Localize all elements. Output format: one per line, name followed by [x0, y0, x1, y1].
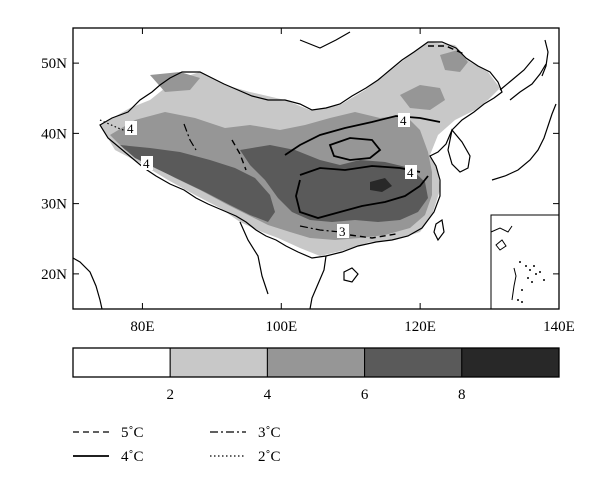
contour-3-dashdot	[183, 123, 341, 233]
contour-label-4a: 4	[400, 113, 407, 128]
colorbar-bin	[364, 347, 463, 378]
legend-label: 2˚C	[258, 449, 281, 465]
legend-label: 5˚C	[121, 425, 144, 441]
taiwan-coast	[433, 218, 445, 242]
myanmar-border	[239, 221, 269, 295]
indochina-coast	[309, 255, 327, 310]
y-tick-label: 50N	[41, 56, 67, 72]
hainan-coast	[343, 267, 359, 283]
x-tick-label: 140E	[543, 319, 575, 335]
korea-coast	[447, 128, 471, 173]
shade-medium-northeast	[440, 50, 468, 72]
colorbar: 2 4 6 8	[72, 347, 560, 403]
china-border	[99, 41, 503, 259]
inset-islands	[517, 261, 545, 303]
axis-ticks: 80E 100E 120E 140E 20N 30N 40N 50N	[41, 28, 575, 335]
colorbar-bin	[461, 347, 560, 378]
colorbar-tick-label: 4	[264, 387, 272, 403]
colorbar-bin	[169, 347, 268, 378]
contour-5-dashed	[231, 45, 465, 239]
y-tick-label: 40N	[41, 126, 67, 142]
contour-legend: 5˚C 4˚C 3˚C 2˚C	[73, 425, 281, 465]
colorbar-tick-label: 2	[166, 387, 174, 403]
contour-label-bg	[398, 113, 410, 127]
shade-dark-plateau	[120, 145, 275, 222]
northern-coast	[299, 31, 535, 91]
y-tick-label: 30N	[41, 197, 67, 213]
contour-label-bg	[141, 156, 153, 170]
legend-label: 3˚C	[258, 425, 281, 441]
map-frame	[72, 27, 560, 310]
colorbar-tick-label: 8	[458, 387, 466, 403]
colorbar-frame	[72, 347, 560, 378]
contour-label-4c: 4	[127, 121, 134, 136]
x-tick-label: 100E	[265, 319, 297, 335]
contour-label-group: 4 4 4 4 3	[125, 113, 417, 239]
x-tick-label: 120E	[404, 319, 436, 335]
contour-layer	[99, 45, 465, 239]
colorbar-bin	[266, 347, 366, 378]
x-tick-label: 80E	[130, 319, 154, 335]
contour-4-loop	[328, 137, 382, 161]
south-asia-border	[72, 257, 103, 310]
south-china-sea-inset	[490, 214, 560, 310]
contour-4-main	[284, 115, 441, 176]
y-tick-label: 20N	[41, 267, 67, 283]
sakhalin-coast	[541, 39, 549, 77]
contour-label-bg	[337, 224, 349, 238]
colorbar-tick-label: 6	[361, 387, 369, 403]
inset-coast	[490, 225, 517, 301]
contour-4-plateau	[295, 175, 429, 219]
inset-frame	[490, 214, 560, 310]
japan-coast	[491, 63, 557, 181]
colorbar-bin	[72, 347, 171, 378]
contour-label-bg	[405, 165, 417, 179]
shade-darkest-spot	[370, 178, 392, 192]
contour-label-4d: 4	[143, 156, 150, 171]
legend-label: 4˚C	[121, 449, 144, 465]
boundary-layer	[72, 31, 557, 310]
shade-medium-north	[400, 85, 445, 110]
contour-label-3: 3	[339, 224, 346, 239]
contour-label-4b: 4	[407, 165, 414, 180]
shade-medium-west	[150, 72, 200, 92]
contour-label-bg	[125, 121, 137, 135]
